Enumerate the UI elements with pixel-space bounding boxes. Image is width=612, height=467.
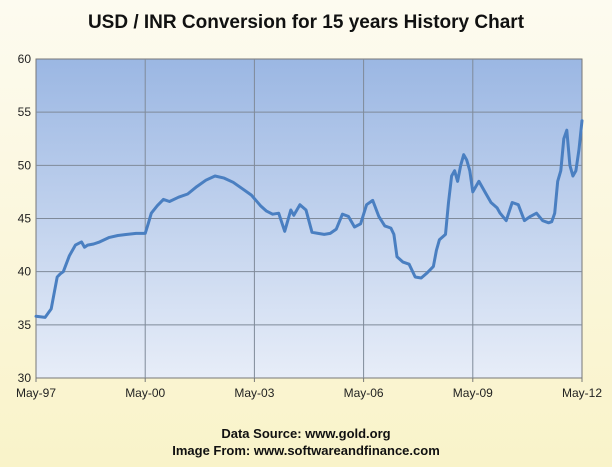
y-axis-ticks: 30 35 40 45 50 55 60 — [18, 52, 32, 385]
chart-title: USD / INR Conversion for 15 years Histor… — [87, 12, 525, 33]
y-tick-label: 45 — [18, 212, 32, 226]
x-tick-label: May-97 — [16, 386, 56, 400]
data-source-label: Data Source: www.gold.org — [221, 426, 391, 441]
x-axis-ticks: May-97 May-00 May-03 May-06 May-09 May-12 — [16, 378, 602, 400]
y-tick-label: 55 — [18, 105, 32, 119]
x-tick-label: May-12 — [562, 386, 602, 400]
y-tick-label: 30 — [18, 371, 32, 385]
x-tick-label: May-06 — [344, 386, 384, 400]
x-tick-label: May-00 — [125, 386, 165, 400]
x-tick-label: May-09 — [453, 386, 493, 400]
y-tick-label: 50 — [18, 158, 32, 172]
y-tick-label: 60 — [18, 52, 32, 66]
series-line — [34, 119, 584, 319]
y-tick-label: 35 — [18, 318, 32, 332]
image-source-label: Image From: www.softwareandfinance.com — [172, 443, 440, 458]
y-tick-label: 40 — [18, 265, 32, 279]
chart-footer: Data Source: www.gold.org Image From: ww… — [0, 425, 612, 459]
x-tick-label: May-03 — [234, 386, 274, 400]
series-layer — [34, 119, 584, 319]
